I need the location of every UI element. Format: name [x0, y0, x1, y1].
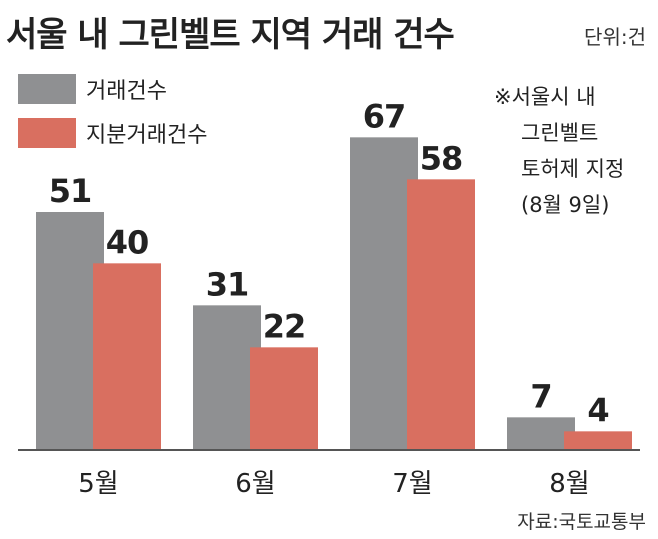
bar-series-1-category-4: [507, 417, 575, 450]
legend-label-series-1: 거래건수: [86, 79, 167, 104]
bar-series-2-category-1: [93, 263, 161, 450]
bars-group: [36, 137, 632, 451]
value-label-series-1-category-2: 31: [206, 265, 249, 303]
value-labels-group: 51 40 31 22 67 58 7 4: [49, 97, 610, 429]
note-line-1: ※서울시 내: [494, 85, 596, 109]
bar-series-2-category-3: [407, 179, 475, 451]
x-tick-label-1: 5월: [78, 469, 118, 499]
value-label-series-2-category-2: 22: [263, 307, 306, 345]
x-axis-labels: 5월 6월 7월 8월: [78, 469, 589, 499]
bar-series-1-category-3: [350, 137, 418, 451]
bar-series-1-category-2: [193, 305, 261, 450]
note-line-4: (8월 9일): [521, 193, 609, 217]
legend-swatch-series-1: [18, 74, 76, 104]
x-tick-label-4: 8월: [549, 469, 589, 499]
annotation-note: ※서울시 내 그린벨트 토허제 지정 (8월 9일): [494, 85, 624, 217]
legend: 거래건수 지분거래건수: [18, 74, 207, 148]
value-label-series-2-category-1: 40: [106, 223, 149, 261]
value-label-series-1-category-3: 67: [363, 97, 406, 135]
note-line-2: 그린벨트: [521, 121, 598, 145]
value-label-series-2-category-3: 58: [420, 139, 463, 177]
note-line-3: 토허제 지정: [521, 157, 624, 181]
bar-series-2-category-2: [250, 347, 318, 450]
source-label: 자료:국토교통부: [517, 511, 646, 533]
x-tick-label-3: 7월: [392, 469, 432, 499]
legend-swatch-series-2: [18, 118, 76, 148]
chart-title: 서울 내 그린벨트 지역 거래 건수: [6, 15, 455, 55]
unit-label: 단위:건: [584, 25, 646, 49]
bar-series-2-category-4: [564, 431, 632, 450]
value-label-series-1-category-4: 7: [530, 377, 551, 415]
bar-series-1-category-1: [36, 212, 104, 450]
legend-label-series-2: 지분거래건수: [86, 123, 207, 148]
value-label-series-1-category-1: 51: [49, 172, 92, 210]
value-label-series-2-category-4: 4: [587, 391, 608, 429]
x-tick-label-2: 6월: [235, 469, 275, 499]
